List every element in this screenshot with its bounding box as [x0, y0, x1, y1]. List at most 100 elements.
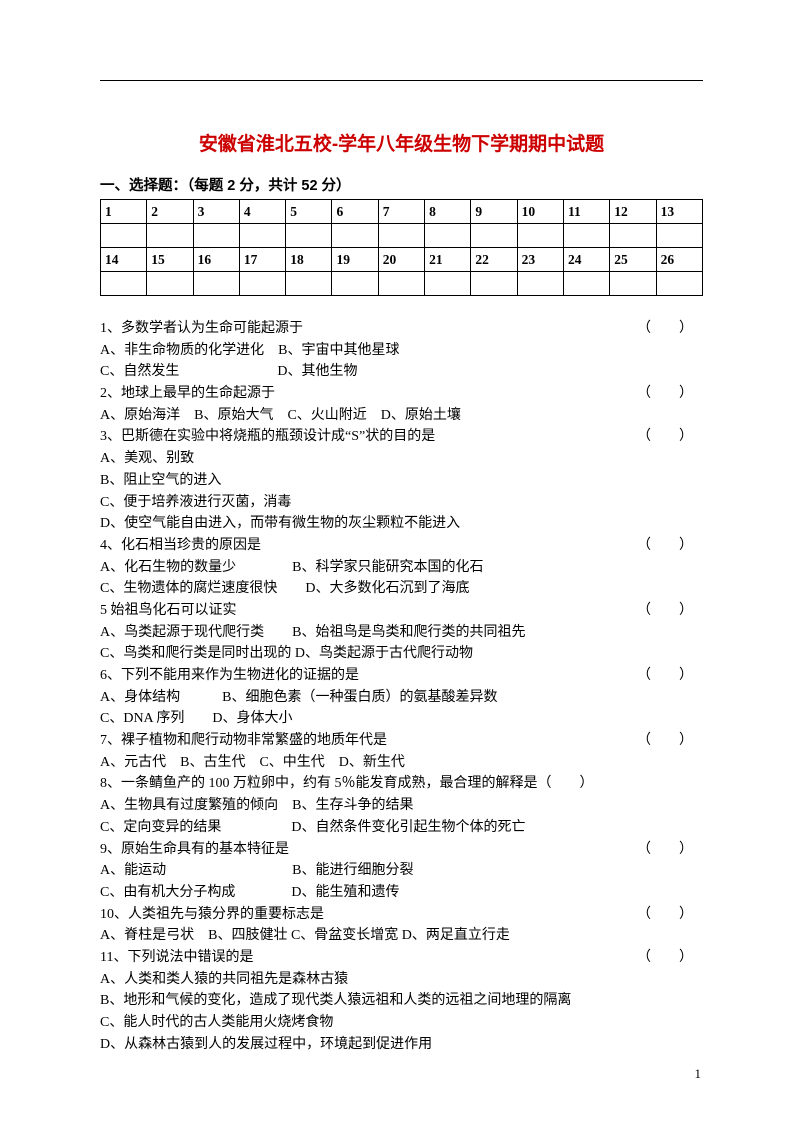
q9-text: 9、原始生命具有的基本特征是 — [100, 842, 289, 857]
q5-text: 5 始祖鸟化石可以证实 — [100, 603, 237, 618]
answer-paren: （ ） — [637, 730, 693, 752]
answer-paren: （ ） — [637, 383, 693, 405]
grid-header-cell: 20 — [378, 248, 424, 272]
grid-header-cell: 5 — [286, 200, 332, 224]
q3-text: 3、巴斯德在实验中将烧瓶的瓶颈设计成“S”状的目的是 — [100, 429, 435, 444]
grid-header-cell: 1 — [101, 200, 147, 224]
question-2-stem: 2、地球上最早的生命起源于 （ ） — [100, 383, 703, 405]
question-6-options-b: C、DNA 序列 D、身体大小 — [100, 708, 703, 730]
grid-answer-cell — [610, 224, 656, 248]
question-9-options-b: C、由有机大分子构成 D、能生殖和遗传 — [100, 882, 703, 904]
grid-answer-cell — [563, 272, 609, 296]
question-5-options-a: A、鸟类起源于现代爬行类 B、始祖鸟是鸟类和爬行类的共同祖先 — [100, 622, 703, 644]
answer-paren: （ ） — [637, 426, 693, 448]
answer-paren: （ ） — [637, 947, 693, 969]
grid-header-cell: 3 — [193, 200, 239, 224]
grid-header-cell: 26 — [656, 248, 702, 272]
question-6-stem: 6、下列不能用来作为生物进化的证据的是 （ ） — [100, 665, 703, 687]
question-11-option-b: B、地形和气候的变化，造成了现代类人猿远祖和人类的远祖之间地理的隔离 — [100, 990, 703, 1012]
page-title: 安徽省淮北五校-学年八年级生物下学期期中试题 — [100, 129, 703, 156]
question-1-options-b: C、自然发生 D、其他生物 — [100, 361, 703, 383]
answer-paren: （ ） — [637, 665, 693, 687]
question-4-options-b: C、生物遗体的腐烂速度很快 D、大多数化石沉到了海底 — [100, 578, 703, 600]
answer-paren: （ ） — [637, 839, 693, 861]
question-8-options-a: A、生物具有过度繁殖的倾向 B、生存斗争的结果 — [100, 795, 703, 817]
grid-answer-cell — [425, 224, 471, 248]
question-11-stem: 11、下列说法中错误的是 （ ） — [100, 947, 703, 969]
answer-paren: （ ） — [637, 318, 693, 340]
grid-answer-cell — [378, 224, 424, 248]
grid-answer-cell — [239, 272, 285, 296]
grid-header-cell: 4 — [239, 200, 285, 224]
question-3-option-a: A、美观、别致 — [100, 448, 703, 470]
grid-header-cell: 18 — [286, 248, 332, 272]
question-10-options: A、脊柱是弓状 B、四肢健壮 C、骨盆变长增宽 D、两足直立行走 — [100, 925, 703, 947]
question-10-stem: 10、人类祖先与猿分界的重要标志是 （ ） — [100, 904, 703, 926]
grid-answer-cell — [517, 224, 563, 248]
grid-answer-cell — [378, 272, 424, 296]
grid-header-cell: 25 — [610, 248, 656, 272]
question-5-stem: 5 始祖鸟化石可以证实 （ ） — [100, 600, 703, 622]
q2-text: 2、地球上最早的生命起源于 — [100, 386, 275, 401]
grid-answer-cell — [471, 224, 517, 248]
question-9-stem: 9、原始生命具有的基本特征是 （ ） — [100, 839, 703, 861]
grid-header-cell: 8 — [425, 200, 471, 224]
grid-header-cell: 13 — [656, 200, 702, 224]
question-3-option-c: C、便于培养液进行灭菌，消毒 — [100, 492, 703, 514]
question-7-options: A、元古代 B、古生代 C、中生代 D、新生代 — [100, 752, 703, 774]
grid-header-cell: 14 — [101, 248, 147, 272]
section-heading: 一、选择题：（每题 2 分，共计 52 分） — [100, 174, 703, 195]
grid-header-cell: 17 — [239, 248, 285, 272]
q10-text: 10、人类祖先与猿分界的重要标志是 — [100, 907, 324, 922]
question-3-option-b: B、阻止空气的进入 — [100, 470, 703, 492]
question-1-stem: 1、多数学者认为生命可能起源于 （ ） — [100, 318, 703, 340]
page-number: 1 — [695, 1066, 702, 1082]
question-11-option-c: C、能人时代的古人类能用火烧烤食物 — [100, 1012, 703, 1034]
grid-header-cell: 23 — [517, 248, 563, 272]
grid-header-cell: 19 — [332, 248, 378, 272]
answer-grid: 12345678910111213 1415161718192021222324… — [100, 199, 703, 296]
grid-header-cell: 9 — [471, 200, 517, 224]
grid-answer-cell — [517, 272, 563, 296]
question-11-option-a: A、人类和类人猿的共同祖先是森林古猿 — [100, 969, 703, 991]
grid-header-cell: 15 — [147, 248, 193, 272]
grid-answer-cell — [425, 272, 471, 296]
q11-text: 11、下列说法中错误的是 — [100, 950, 253, 965]
grid-answer-cell — [610, 272, 656, 296]
question-9-options-a: A、能运动 B、能进行细胞分裂 — [100, 860, 703, 882]
question-7-stem: 7、裸子植物和爬行动物非常繁盛的地质年代是 （ ） — [100, 730, 703, 752]
question-11-option-d: D、从森林古猿到人的发展过程中，环境起到促进作用 — [100, 1034, 703, 1056]
grid-header-cell: 11 — [563, 200, 609, 224]
grid-answer-cell — [332, 272, 378, 296]
grid-header-cell: 10 — [517, 200, 563, 224]
grid-answer-cell — [147, 224, 193, 248]
questions-block: 1、多数学者认为生命可能起源于 （ ） A、非生命物质的化学进化 B、宇宙中其他星… — [100, 318, 703, 1055]
grid-header-cell: 12 — [610, 200, 656, 224]
question-3-option-d: D、使空气能自由进入，而带有微生物的灰尘颗粒不能进入 — [100, 513, 703, 535]
question-8-stem: 8、一条鲭鱼产的 100 万粒卵中，约有 5％能发育成熟，最合理的解释是（ ） — [100, 773, 703, 795]
grid-answer-cell — [193, 272, 239, 296]
grid-header-cell: 24 — [563, 248, 609, 272]
grid-header-cell: 16 — [193, 248, 239, 272]
grid-header-cell: 21 — [425, 248, 471, 272]
answer-paren: （ ） — [637, 600, 693, 622]
question-1-options-a: A、非生命物质的化学进化 B、宇宙中其他星球 — [100, 340, 703, 362]
question-8-options-b: C、定向变异的结果 D、自然条件变化引起生物个体的死亡 — [100, 817, 703, 839]
grid-header-cell: 6 — [332, 200, 378, 224]
question-6-options-a: A、身体结构 B、细胞色素（一种蛋白质）的氨基酸差异数 — [100, 687, 703, 709]
question-5-options-b: C、鸟类和爬行类是同时出现的 D、鸟类起源于古代爬行动物 — [100, 643, 703, 665]
top-horizontal-rule — [100, 80, 703, 81]
grid-answer-cell — [239, 224, 285, 248]
grid-answer-cell — [147, 272, 193, 296]
q7-text: 7、裸子植物和爬行动物非常繁盛的地质年代是 — [100, 733, 387, 748]
q6-text: 6、下列不能用来作为生物进化的证据的是 — [100, 668, 359, 683]
answer-paren: （ ） — [637, 904, 693, 926]
grid-answer-cell — [332, 224, 378, 248]
grid-answer-cell — [101, 224, 147, 248]
grid-answer-cell — [563, 224, 609, 248]
q1-text: 1、多数学者认为生命可能起源于 — [100, 321, 303, 336]
q4-text: 4、化石相当珍贵的原因是 — [100, 538, 261, 553]
grid-answer-cell — [656, 272, 702, 296]
answer-paren: （ ） — [637, 535, 693, 557]
grid-header-cell: 7 — [378, 200, 424, 224]
